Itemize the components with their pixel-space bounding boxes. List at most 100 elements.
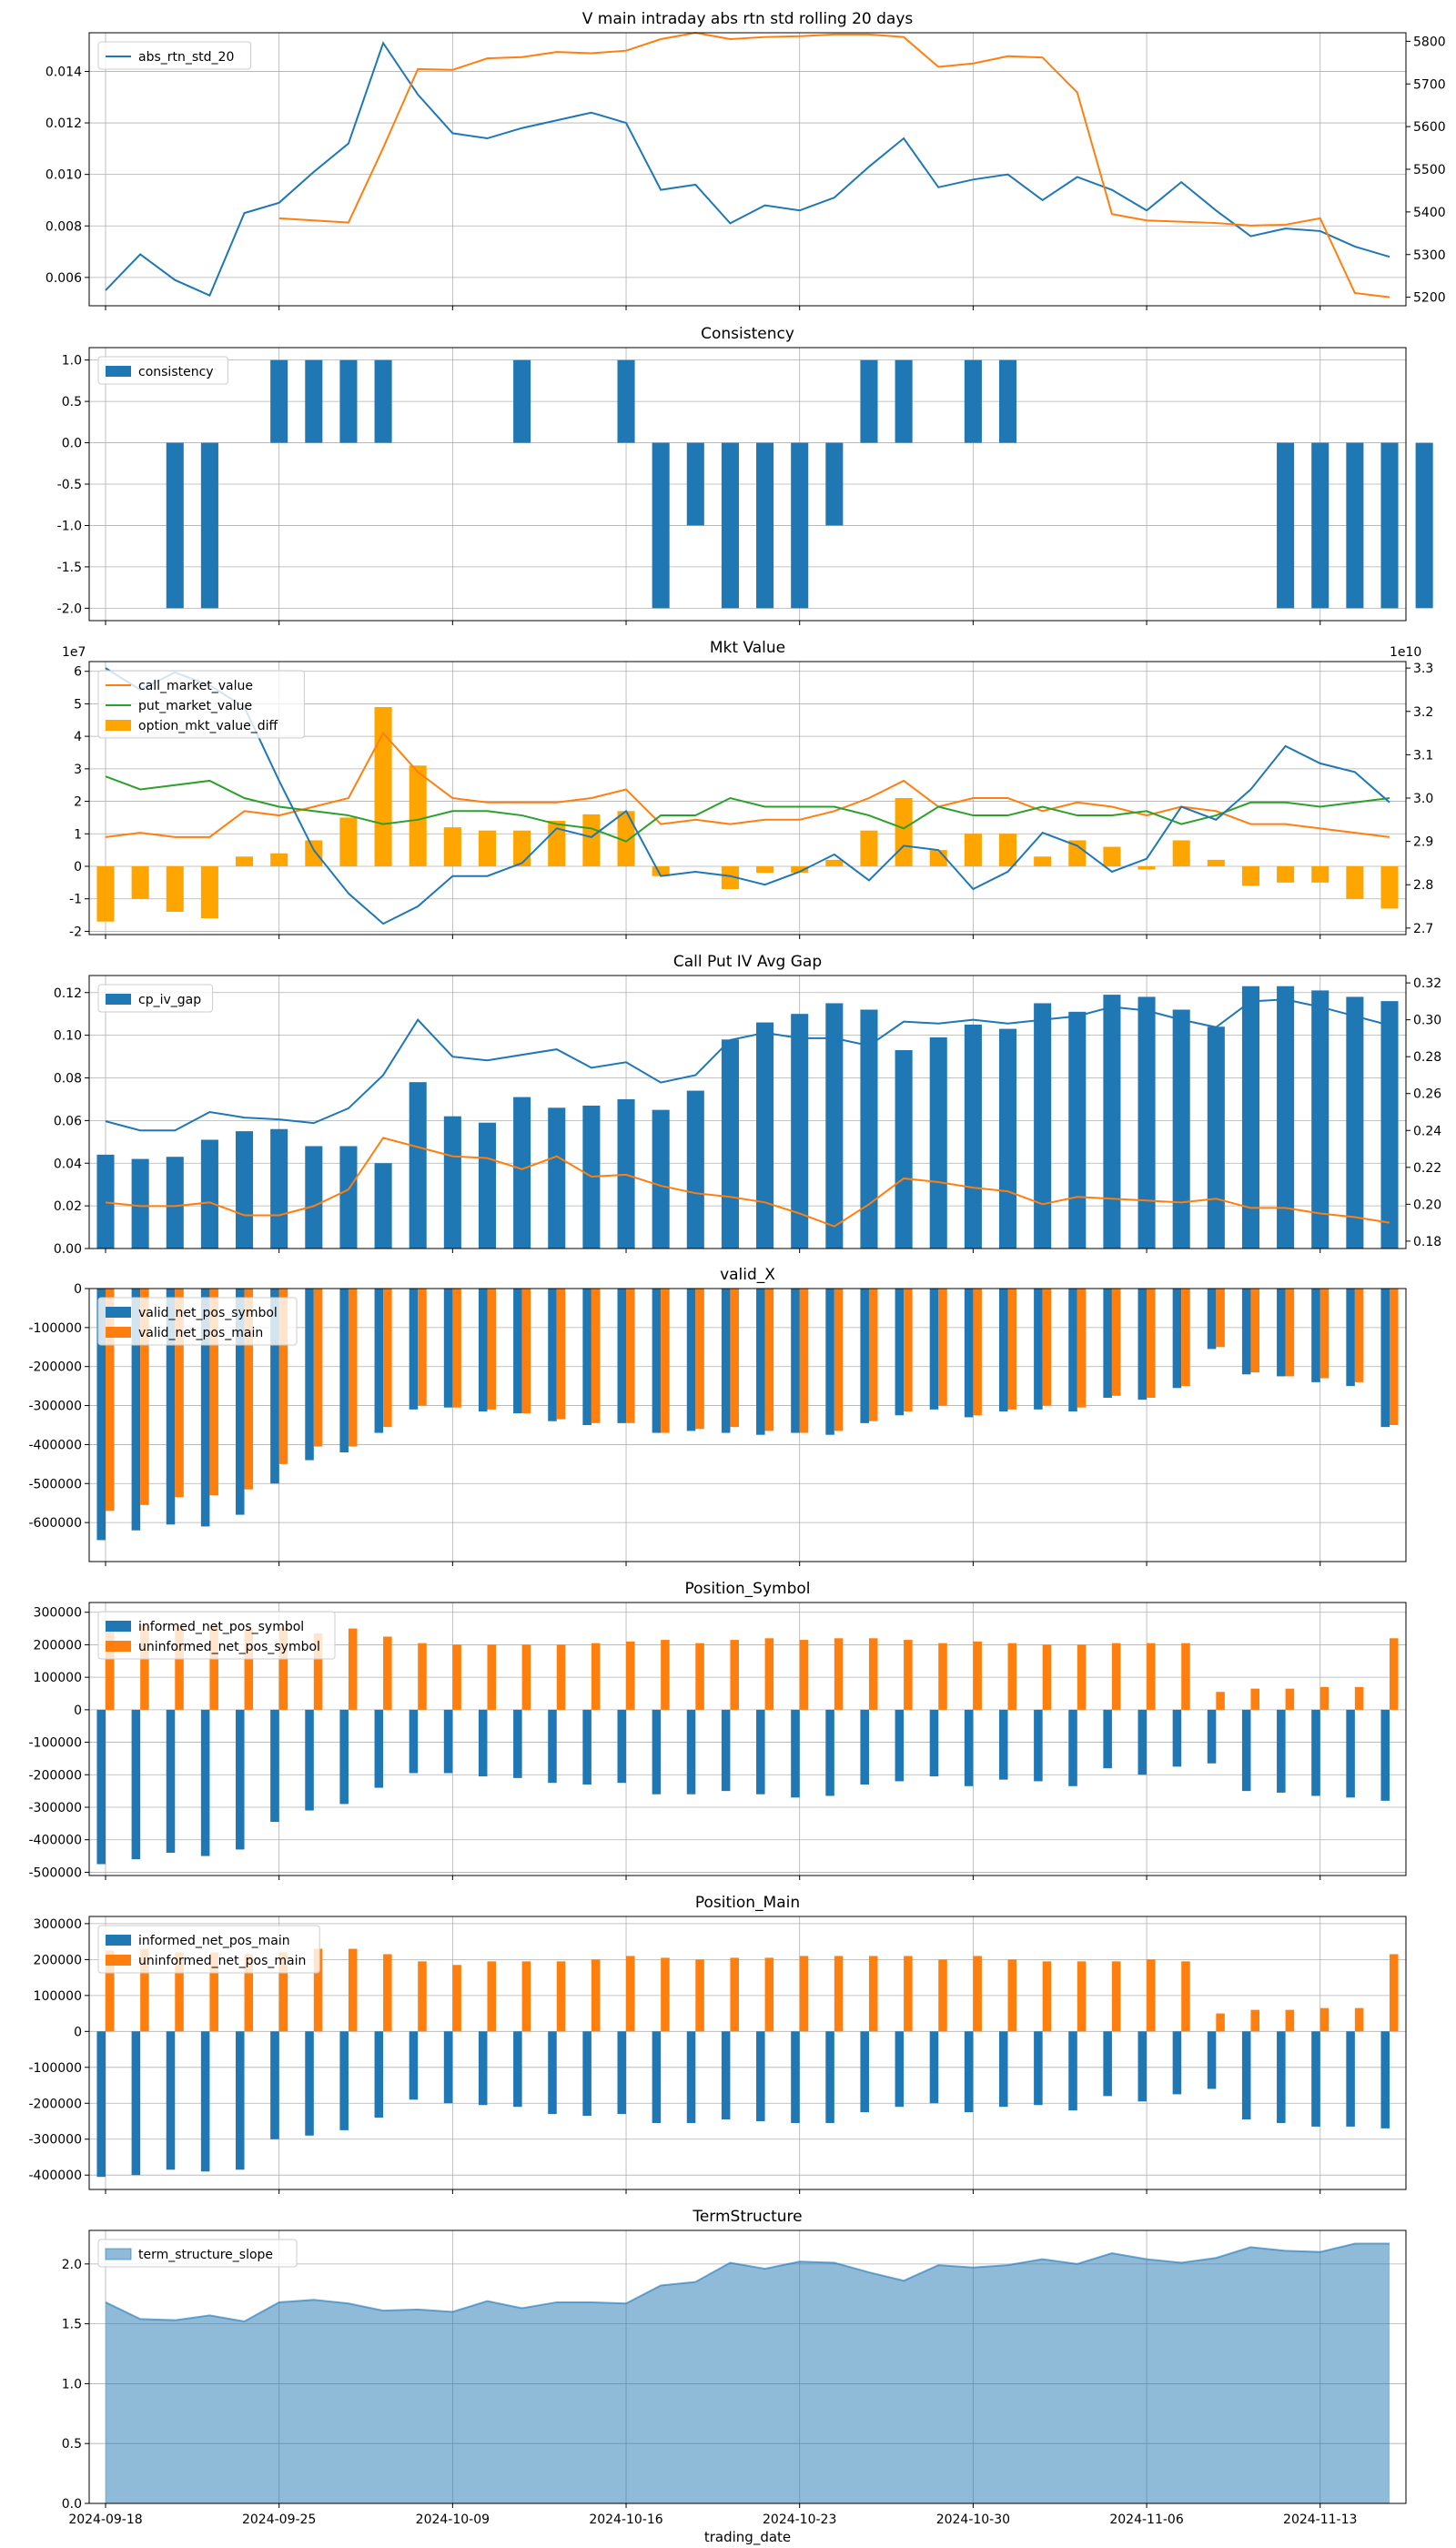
bar xyxy=(1034,1289,1043,1410)
y-tick-label: 0.0 xyxy=(62,2497,82,2512)
bar xyxy=(175,1625,184,1710)
bar xyxy=(1216,2013,1225,2032)
bar xyxy=(1138,1709,1148,1775)
bar xyxy=(964,1289,974,1418)
bar xyxy=(617,2031,627,2115)
y-tick-label: 0.08 xyxy=(54,1072,82,1087)
bar xyxy=(860,359,878,443)
bar xyxy=(452,1965,461,2032)
bar xyxy=(313,1633,323,1710)
bar xyxy=(96,2031,106,2178)
legend-swatch xyxy=(106,1935,131,1946)
y-tick-label: -200000 xyxy=(29,1768,83,1783)
legend-box xyxy=(97,356,228,385)
bar xyxy=(200,2031,210,2172)
right-tick-label: 5300 xyxy=(1413,248,1446,263)
bar xyxy=(756,2031,765,2121)
bar xyxy=(791,2031,800,2123)
bar xyxy=(860,1009,878,1249)
bar xyxy=(998,834,1017,866)
legend-label: valid_net_pos_symbol xyxy=(138,1306,278,1320)
bar xyxy=(478,1122,497,1249)
x-tick-label: 2024-10-30 xyxy=(936,2513,1010,2527)
bar xyxy=(1311,1709,1320,1796)
panel-title: Position_Main xyxy=(695,1894,800,1912)
x-tick-label: 2024-10-09 xyxy=(416,2513,490,2527)
y-tick-label: -400000 xyxy=(29,1834,83,1848)
bar xyxy=(756,1709,765,1795)
y-tick-label: 300000 xyxy=(34,1917,82,1932)
bar xyxy=(1216,1289,1225,1348)
bar xyxy=(443,2031,453,2104)
bar xyxy=(695,1959,704,2032)
bar xyxy=(1285,1289,1295,1377)
bar xyxy=(1380,442,1399,609)
y-tick-label: 0.00 xyxy=(54,1242,82,1257)
bar xyxy=(1277,866,1295,883)
bar xyxy=(825,1709,834,1796)
bar xyxy=(1311,2031,1320,2127)
bar xyxy=(973,1641,982,1710)
bar xyxy=(1277,1289,1286,1377)
bar xyxy=(1172,840,1190,866)
bar xyxy=(140,1289,149,1505)
bar xyxy=(418,1289,427,1406)
bar xyxy=(383,1636,392,1710)
bar xyxy=(626,1289,635,1423)
bar xyxy=(443,1289,453,1408)
bar xyxy=(305,1146,323,1249)
bar xyxy=(791,1709,800,1798)
bar xyxy=(1311,990,1330,1249)
bar xyxy=(374,707,392,866)
bar xyxy=(305,1709,314,1811)
bar xyxy=(686,1709,696,1795)
bar xyxy=(791,1289,800,1433)
bar xyxy=(834,1289,844,1431)
bar xyxy=(617,1289,627,1423)
bar xyxy=(1172,1009,1190,1249)
legend-swatch xyxy=(106,720,131,731)
bar xyxy=(617,359,635,443)
y-tick-label: 0.008 xyxy=(46,219,82,234)
bar xyxy=(626,1956,635,2032)
left-offset-label: 1e7 xyxy=(62,645,86,660)
bar xyxy=(548,2031,557,2115)
x-tick-label: 2024-10-16 xyxy=(589,2513,662,2527)
bar xyxy=(1138,996,1156,1249)
bar xyxy=(1068,1709,1077,1786)
x-tick-label: 2024-11-06 xyxy=(1109,2513,1183,2527)
bar xyxy=(374,1289,384,1433)
bar xyxy=(175,1952,184,2032)
y-tick-label: -500000 xyxy=(29,1477,83,1491)
legend-swatch xyxy=(106,1621,131,1632)
bar xyxy=(1390,1289,1399,1425)
bar xyxy=(1346,1289,1355,1387)
bar xyxy=(409,1082,427,1249)
bar xyxy=(938,1643,947,1710)
bar xyxy=(1216,1692,1225,1710)
x-tick-label: 2024-09-25 xyxy=(242,2513,316,2527)
bar xyxy=(1207,1289,1217,1350)
legend-swatch xyxy=(106,1641,131,1652)
y-tick-label: -300000 xyxy=(29,1400,83,1414)
bar xyxy=(1277,1709,1286,1793)
bar xyxy=(339,2031,349,2130)
bar xyxy=(791,866,809,874)
bar xyxy=(1241,866,1259,886)
bar xyxy=(383,1289,392,1428)
bar xyxy=(1207,1026,1225,1249)
bar xyxy=(1068,840,1087,866)
bar xyxy=(1111,1961,1121,2032)
bar xyxy=(521,1961,531,2032)
bar xyxy=(1068,1011,1087,1249)
bar xyxy=(686,2031,696,2123)
bar xyxy=(998,1709,1008,1780)
bar xyxy=(695,1289,704,1430)
bar xyxy=(860,830,878,866)
bar xyxy=(929,1036,947,1249)
bar xyxy=(140,1948,149,2032)
bar xyxy=(305,359,323,443)
bar xyxy=(825,2031,834,2123)
bar xyxy=(1181,1289,1190,1387)
right-tick-label: 0.20 xyxy=(1413,1198,1441,1212)
